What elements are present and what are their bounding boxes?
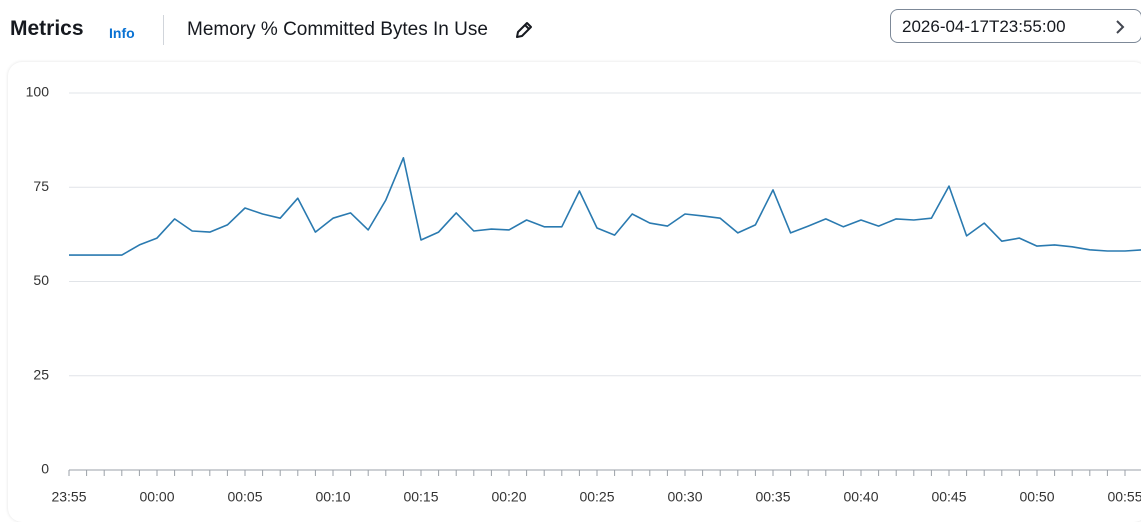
y-tick-label: 0 [41,461,49,477]
x-tick-label: 00:25 [579,489,614,505]
metric-name: Memory % Committed Bytes In Use [187,19,488,40]
chevron-right[interactable] [1113,19,1127,35]
info-link[interactable]: Info [109,25,135,41]
x-tick-label: 00:10 [315,489,350,505]
x-tick-label: 00:35 [755,489,790,505]
x-tick-label: 23:55 [51,489,86,505]
x-tick-label: 00:50 [1019,489,1054,505]
y-tick-label: 25 [33,366,49,382]
x-tick-label: 00:45 [931,489,966,505]
y-tick-label: 50 [33,272,49,288]
edit-icon[interactable] [514,20,534,40]
x-tick-label: 00:30 [667,489,702,505]
x-tick-label: 00:55 [1107,489,1141,505]
page-title: Metrics [10,17,84,40]
date-picker[interactable]: 2026-04-17T23:55:00 [890,9,1141,43]
divider [163,15,164,45]
x-tick-label: 00:05 [227,489,262,505]
x-tick-label: 00:15 [403,489,438,505]
x-tick-label: 00:20 [491,489,526,505]
y-tick-label: 75 [33,178,49,194]
date-value: 2026-04-17T23:55:00 [902,17,1066,36]
data-line [69,157,1141,256]
x-tick-label: 00:00 [139,489,174,505]
chart-panel [8,62,1141,522]
y-tick-label: 100 [26,84,50,100]
x-tick-label: 00:40 [843,489,878,505]
